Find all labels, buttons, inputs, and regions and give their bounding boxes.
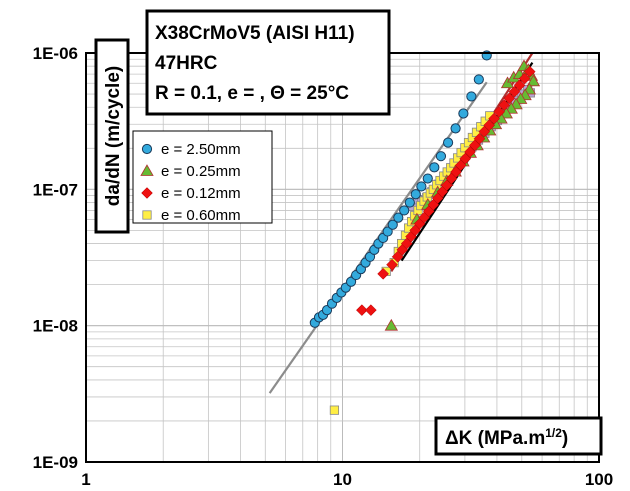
legend-label: e = 0.12mm bbox=[161, 185, 241, 202]
legend-label: e = 0.60mm bbox=[161, 207, 241, 224]
y-tick-label: 1E-06 bbox=[33, 44, 78, 63]
data-point-triangle bbox=[384, 318, 399, 331]
data-point-circle bbox=[345, 276, 357, 287]
legend-marker-triangle bbox=[140, 164, 154, 176]
title-box: X38CrMoV5 (AISI H11) 47HRC R = 0.1, e = … bbox=[145, 9, 391, 116]
y-tick-label: 1E-09 bbox=[33, 453, 78, 472]
y-tick-label: 1E-07 bbox=[33, 180, 78, 199]
data-point-diamond bbox=[440, 179, 453, 192]
title-line-1: X38CrMoV5 (AISI H11) bbox=[155, 23, 355, 44]
data-point-circle bbox=[404, 197, 415, 208]
data-point-diamond bbox=[464, 146, 476, 158]
title-line-2: 47HRC bbox=[155, 53, 218, 74]
data-point-diamond bbox=[518, 72, 531, 85]
data-point-square bbox=[329, 405, 340, 415]
data-point-circle bbox=[473, 74, 484, 85]
data-point-diamond bbox=[498, 99, 511, 111]
title-line-3: R = 0.1, e = , Θ = 25°C bbox=[155, 83, 349, 104]
data-point-diamond bbox=[356, 304, 368, 316]
x-axis-title: ΔK (MPa.m1/2) bbox=[445, 426, 568, 449]
data-point-diamond bbox=[450, 166, 462, 178]
data-point-circle bbox=[416, 181, 427, 192]
legend: e = 2.50mm e = 0.25mm e = 0.12mm e = 0.60mm bbox=[132, 130, 273, 224]
data-point-circle bbox=[450, 123, 461, 134]
data-point-circle bbox=[458, 108, 469, 119]
data-point-diamond bbox=[473, 132, 486, 145]
data-point-circle bbox=[382, 226, 393, 237]
data-point-diamond bbox=[377, 267, 389, 280]
x-tick-label: 10 bbox=[333, 470, 352, 489]
data-point-circle bbox=[422, 173, 433, 184]
data-point-diamond bbox=[365, 304, 377, 316]
data-point-circle bbox=[466, 91, 477, 102]
legend-marker-diamond bbox=[141, 187, 153, 199]
data-point-diamond bbox=[503, 92, 516, 105]
data-point-circle bbox=[410, 189, 421, 200]
grid-lines bbox=[86, 52, 600, 462]
data-point-circle bbox=[429, 162, 440, 173]
y-tick-label: 1E-08 bbox=[33, 317, 78, 336]
data-point-circle bbox=[393, 212, 404, 223]
data-point-diamond bbox=[483, 119, 495, 132]
data-point-diamond bbox=[391, 250, 404, 263]
data-point-circle bbox=[387, 219, 398, 230]
legend-marker-circle bbox=[141, 143, 153, 155]
data-point-diamond bbox=[508, 85, 521, 98]
x-axis-label: ΔK (MPa.m1/2) bbox=[434, 416, 603, 456]
y-axis-title: da/dN (m/cycle) bbox=[103, 66, 124, 206]
data-point-diamond bbox=[459, 152, 472, 165]
data-point-diamond bbox=[493, 106, 505, 118]
data-point-circle bbox=[399, 205, 410, 216]
data-point-circle bbox=[442, 137, 454, 148]
x-tick-label: 1 bbox=[81, 470, 90, 489]
data-point-diamond bbox=[523, 65, 536, 78]
legend-marker-square bbox=[142, 210, 152, 220]
legend-label: e = 0.25mm bbox=[161, 163, 241, 180]
x-tick-label: 100 bbox=[585, 470, 613, 489]
data-point-diamond bbox=[386, 258, 398, 271]
y-axis-label: da/dN (m/cycle) bbox=[94, 38, 130, 234]
tick-labels: 1 10 100 1E-09 1E-08 1E-07 1E-06 bbox=[33, 44, 614, 489]
data-point-circle bbox=[435, 151, 447, 162]
data-point-diamond bbox=[513, 79, 526, 92]
data-markers bbox=[309, 50, 541, 415]
data-point-diamond bbox=[488, 112, 500, 125]
data-point-triangle bbox=[526, 74, 541, 87]
legend-label: e = 2.50mm bbox=[161, 141, 241, 158]
